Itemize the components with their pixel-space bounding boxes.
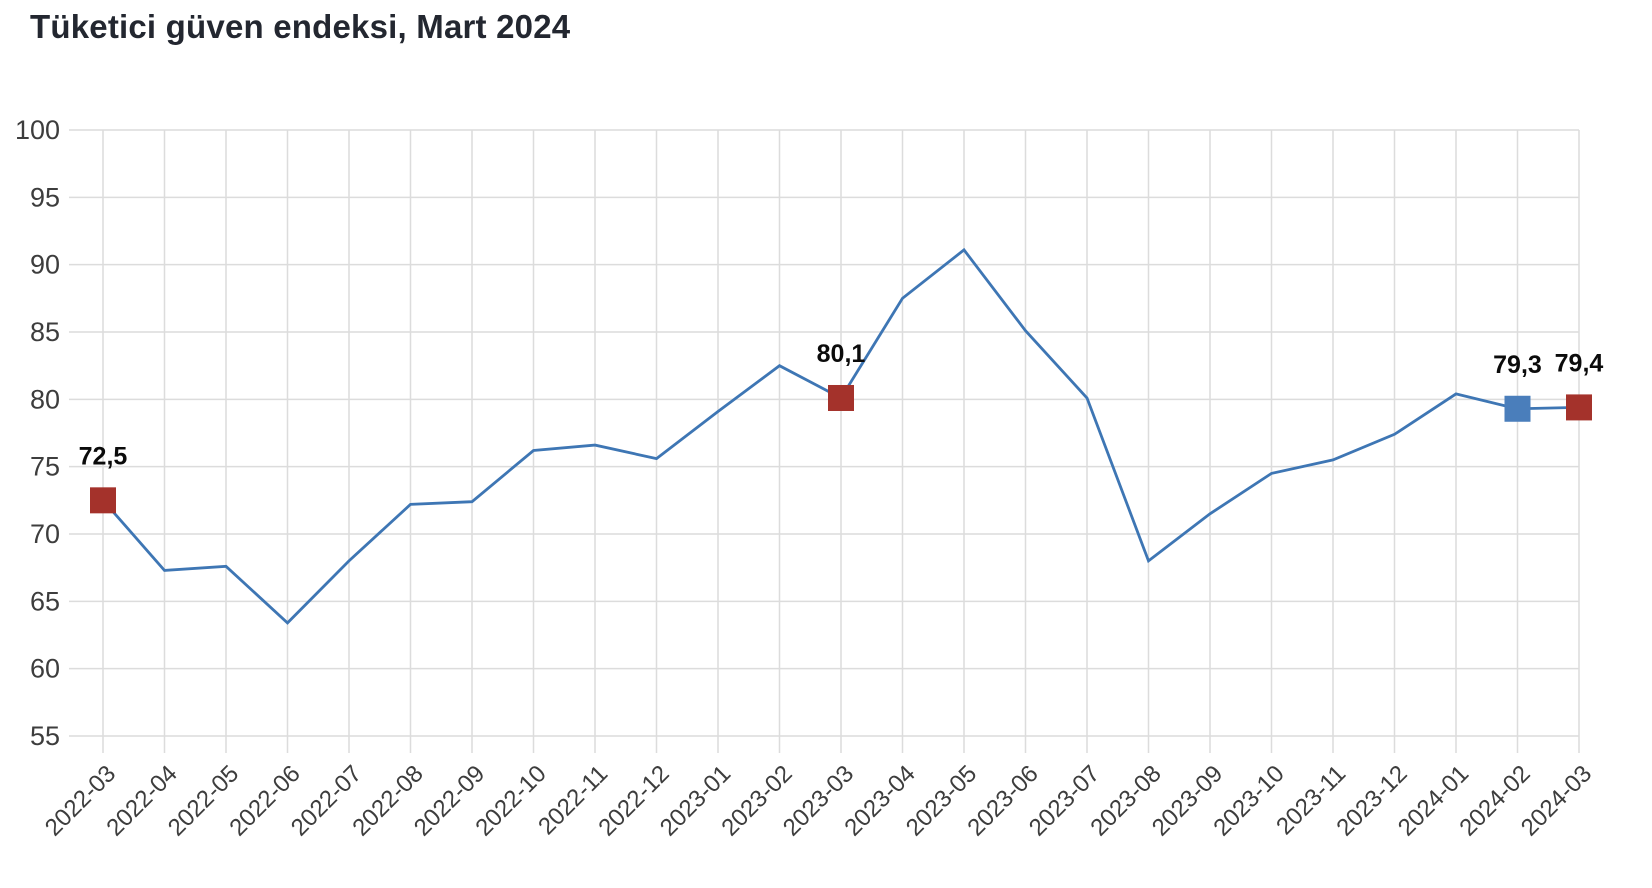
- y-axis-tick-label: 80: [30, 384, 60, 414]
- data-label-2022-03: 72,5: [79, 442, 128, 470]
- y-axis-tick-label: 90: [30, 250, 60, 280]
- y-axis-tick-label: 100: [15, 115, 60, 145]
- data-label-2024-02: 79,3: [1493, 351, 1542, 379]
- chart-title: Tüketici güven endeksi, Mart 2024: [30, 8, 571, 45]
- y-axis-tick-label: 70: [30, 519, 60, 549]
- data-label-2024-03: 79,4: [1555, 349, 1604, 377]
- y-axis-tick-label: 60: [30, 654, 60, 684]
- y-axis-tick-label: 55: [30, 721, 60, 751]
- highlight-marker-2022-03: [90, 487, 116, 514]
- highlight-marker-2024-03: [1566, 394, 1592, 421]
- y-axis-tick-label: 95: [30, 182, 60, 212]
- y-axis-tick-label: 65: [30, 586, 60, 616]
- highlight-marker-2024-02: [1504, 395, 1531, 422]
- data-label-2023-03: 80,1: [817, 340, 866, 368]
- highlight-marker-2023-03: [828, 384, 854, 411]
- y-axis-tick-label: 75: [30, 452, 60, 482]
- y-axis-tick-label: 85: [30, 317, 60, 347]
